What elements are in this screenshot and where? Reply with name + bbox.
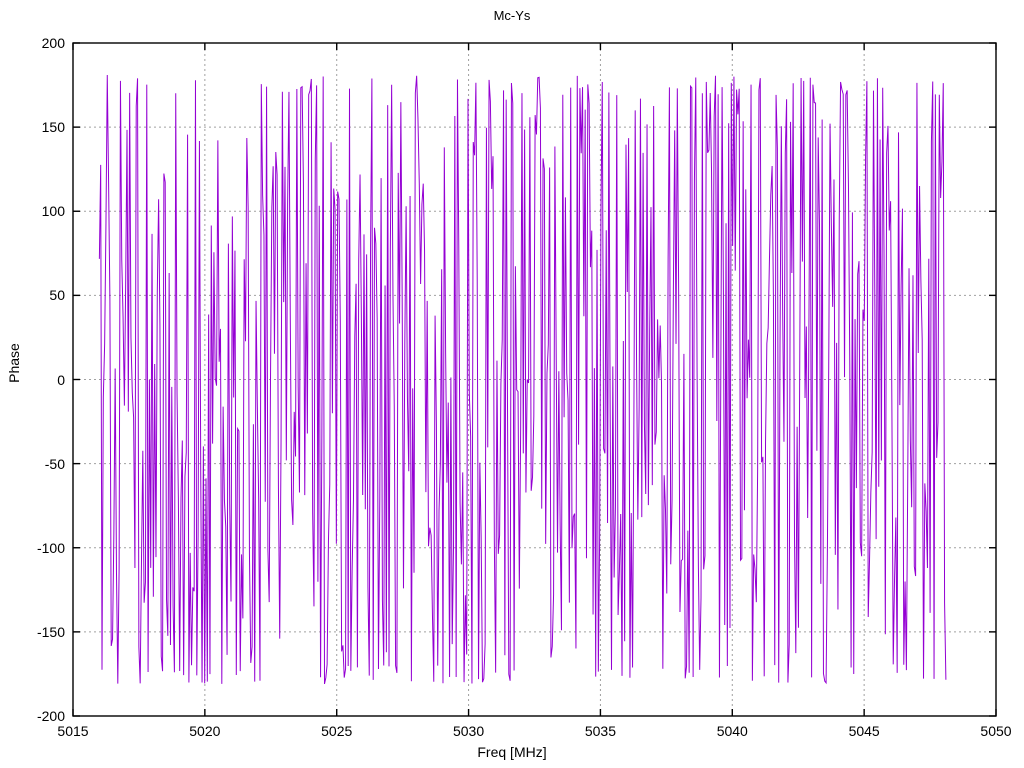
x-tick-label: 5045 xyxy=(848,723,880,739)
x-tick-label: 5030 xyxy=(452,723,485,739)
chart-title: Mc-Ys xyxy=(493,8,531,23)
y-tick-label: 50 xyxy=(49,287,65,304)
y-tick-label: -200 xyxy=(36,708,65,724)
x-tick-label: 5035 xyxy=(584,723,616,739)
data-series-phase xyxy=(98,75,947,685)
plot-frame xyxy=(72,42,997,717)
x-tick-label: 5040 xyxy=(716,723,748,739)
y-tick-label: -150 xyxy=(36,623,65,640)
y-tick-label: 150 xyxy=(41,119,65,136)
x-tick-label: 5050 xyxy=(980,723,1012,739)
y-tick-label: 0 xyxy=(57,371,65,388)
x-axis-label: Freq [MHz] xyxy=(477,744,547,760)
y-tick-label: 100 xyxy=(41,203,65,220)
x-tick-label: 5020 xyxy=(189,723,221,739)
y-tick-label: 200 xyxy=(41,35,65,51)
y-tick-label: -50 xyxy=(44,455,65,472)
x-tick-label: 5015 xyxy=(57,723,89,739)
x-tick-label: 5025 xyxy=(321,723,353,739)
y-tick-label: -100 xyxy=(36,539,65,556)
